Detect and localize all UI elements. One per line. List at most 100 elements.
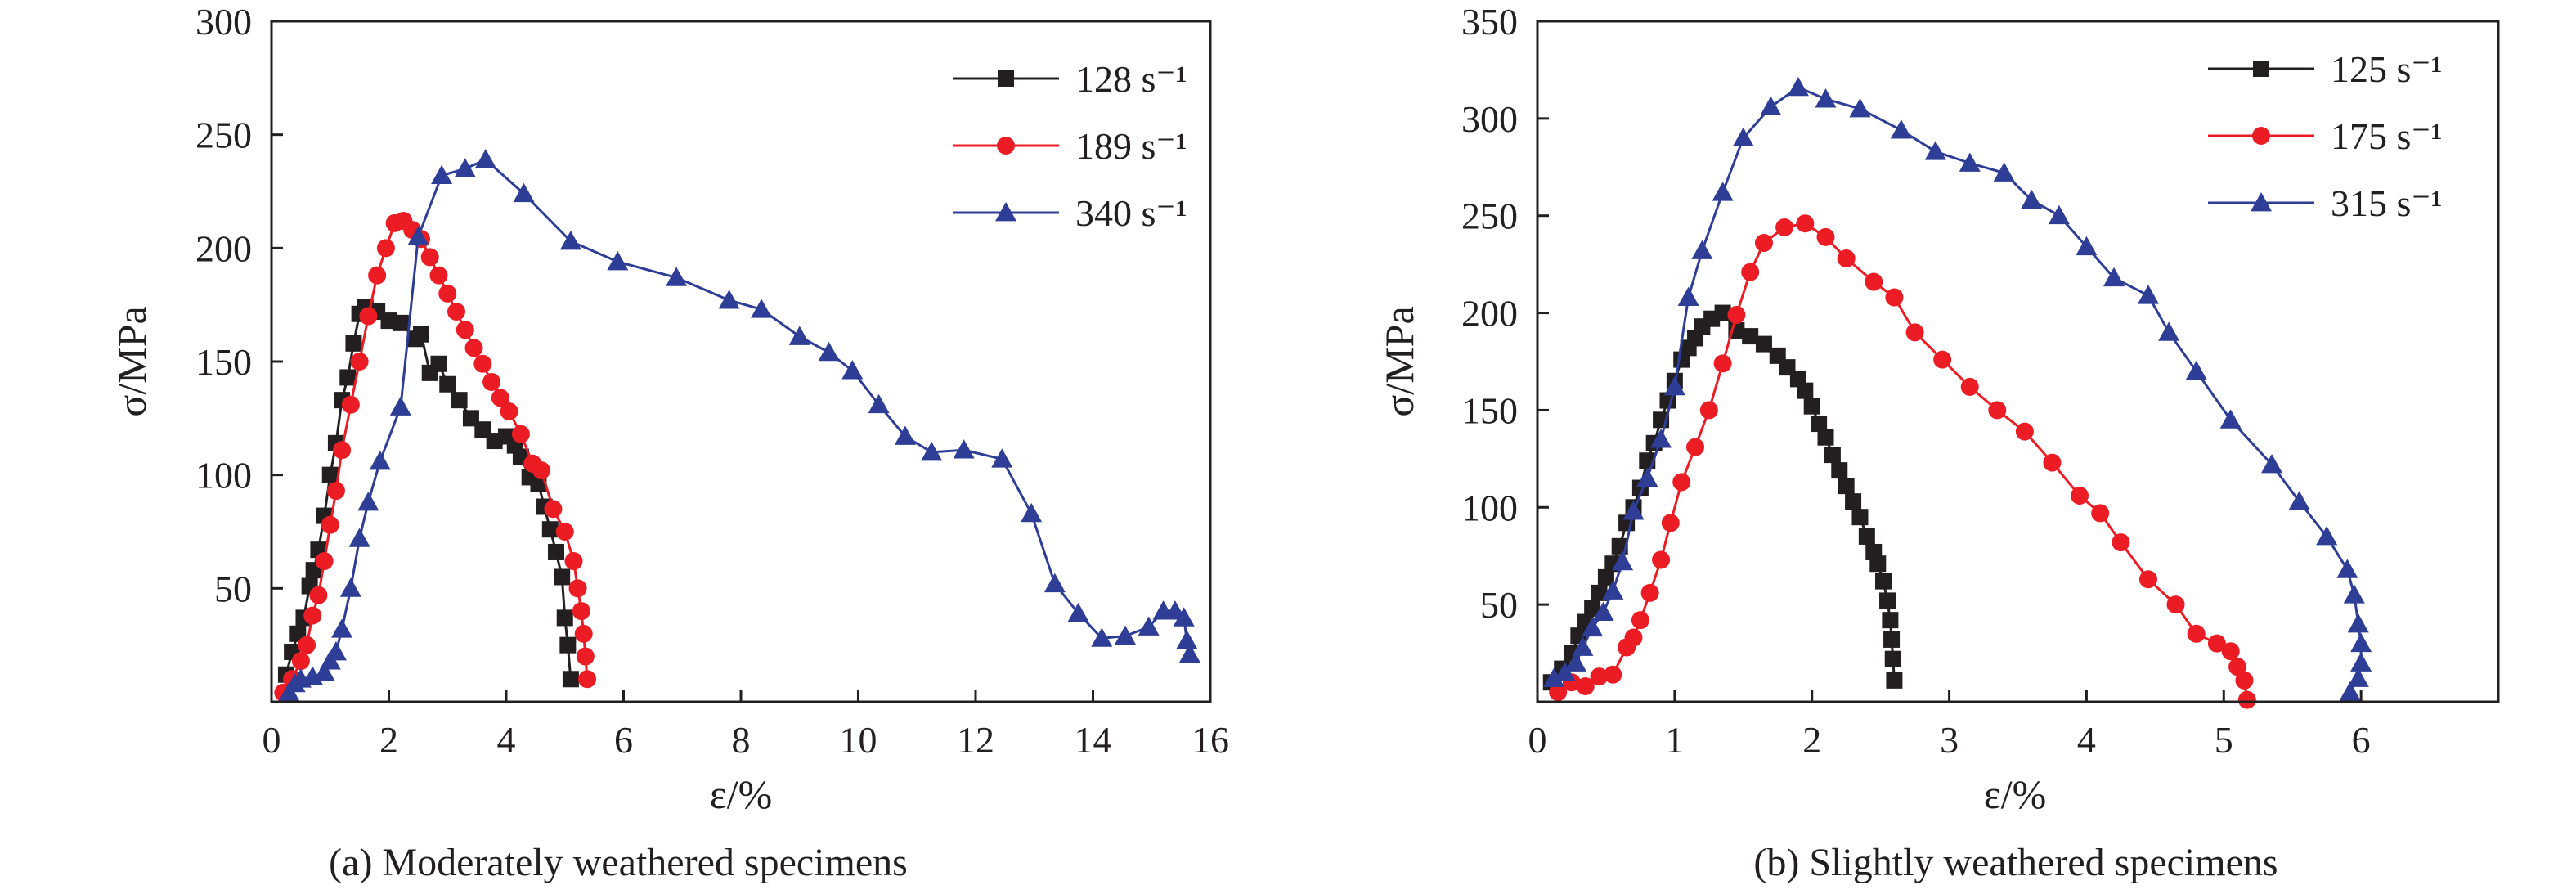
chart-b-series-2-point: [1631, 611, 1649, 630]
chart-b-y-tick-label: 250: [1461, 195, 1518, 237]
chart-b-series-2-point: [1713, 354, 1732, 373]
chart-b-series-3-point: [2261, 453, 2283, 474]
chart-a-series-3-point: [788, 326, 810, 345]
chart-a-series-1-point: [559, 636, 577, 654]
chart-a-series-2-point: [359, 307, 378, 326]
chart-a-series-2-point: [438, 284, 457, 303]
chart-b-series-2-point: [1960, 377, 1979, 396]
chart-b-series-2-point: [1816, 227, 1835, 246]
chart-a-series-3-point: [1091, 627, 1113, 647]
chart-b-series-1-point: [1597, 568, 1614, 586]
chart-a-x-tick-label: 8: [732, 719, 751, 761]
chart-b-series-2-point: [1933, 350, 1952, 369]
chart-a-x-tick-label: 2: [379, 719, 398, 761]
chart-a-caption: (a) Moderately weathered specimens: [329, 841, 908, 884]
chart-a-series-3-point: [348, 528, 370, 547]
chart-b-series-3-point: [1890, 119, 1912, 139]
chart-a-x-tick-label: 0: [263, 719, 281, 761]
chart-b-series-2-point: [2043, 453, 2062, 472]
chart-b-series-3-point: [1612, 550, 1634, 571]
chart-a-series-3-point: [1138, 616, 1160, 636]
chart-a-series-2-point: [500, 402, 518, 421]
chart-b-series-2-point: [1661, 514, 1680, 532]
chart-a-series-2-point: [578, 670, 597, 689]
chart-a-series-2-point: [464, 339, 483, 357]
chart-b-x-tick-label: 3: [1940, 719, 1959, 761]
chart-a-series-3-point: [339, 577, 361, 597]
chart-a-series-2-point: [429, 266, 448, 285]
chart-a-series-3-point: [389, 396, 411, 416]
chart-a-series-3-point: [313, 661, 335, 681]
chart-a-series-1-point: [556, 609, 573, 627]
chart-a-series-3-point: [818, 341, 840, 362]
chart-b-legend-item-1: 125 s⁻¹: [2208, 48, 2442, 90]
chart-b-series-3-point: [1622, 501, 1645, 520]
chart-b-series-1-point: [1817, 429, 1834, 446]
chart-a-series-1: [277, 299, 579, 688]
chart-b-series-2-point: [1988, 401, 2007, 420]
chart-b-series-1-point: [1883, 631, 1901, 648]
chart-b-y-tick-label: 350: [1461, 1, 1518, 43]
chart-b-series-3-point: [1712, 182, 1734, 201]
chart-b-series-3-point: [1691, 240, 1713, 259]
chart-a-series-1-point: [451, 392, 468, 409]
chart-a-series-2-point: [341, 395, 360, 414]
chart-a-series-3-point: [894, 425, 916, 445]
chart-b-series-3-point: [2021, 189, 2043, 209]
chart-b-series-2-point: [1865, 272, 1883, 291]
chart-b-series-2-point: [1905, 323, 1924, 342]
chart-b-series-3-point: [1543, 667, 1565, 687]
chart-a-series-2-point: [376, 239, 395, 258]
chart-b-series-2-point: [1640, 583, 1659, 602]
chart-b-ticks: 0 1 2 3 4 5 6 50 100 150 200 250 300 350: [1461, 1, 2371, 761]
chart-a-y-tick-label: 250: [195, 115, 252, 156]
chart-a-series-2-point: [576, 647, 595, 666]
chart-a-series-3-point: [751, 299, 773, 318]
chart-a-series-3-point: [607, 250, 629, 271]
chart-b-y-axis-label: σ/MPa: [1376, 306, 1422, 416]
chart-b-series-3-point: [1565, 652, 1586, 672]
chart-b-series-1-point: [1797, 382, 1814, 399]
chart-a-plot-frame: [270, 20, 1212, 703]
chart-a-marks: [274, 149, 1200, 702]
chart-a-series-3-point: [1067, 602, 1089, 622]
chart-b-series-3-point: [2347, 667, 2369, 687]
chart-b-series-3-point: [1554, 662, 1576, 681]
chart-b-series-2-point: [2071, 487, 2089, 505]
chart-a-series-3-point: [868, 393, 890, 414]
chart-b-series-1-point: [1591, 584, 1608, 601]
chart-a-series-2-point: [544, 500, 563, 519]
chart-b-series-3-point: [2185, 360, 2207, 380]
chart-b-y-tick-label: 200: [1461, 293, 1518, 335]
chart-b-series-2-point: [1837, 249, 1856, 268]
chart-a-legend-item-1: 128 s⁻¹: [953, 58, 1187, 100]
chart-b-series-2-point: [2112, 533, 2130, 552]
chart-a-series-2-point: [321, 515, 339, 534]
chart-a-y-tick-label: 100: [195, 455, 252, 496]
chart-b-series-2-point: [2187, 624, 2206, 643]
chart-b-x-tick-label: 0: [1528, 719, 1547, 761]
chart-b-series-1-point: [1882, 612, 1899, 629]
chart-a-series-3-point: [1176, 630, 1198, 649]
chart-b-series-2-point: [2207, 634, 2226, 653]
chart-b-series-3-point: [2336, 559, 2358, 578]
chart-b-series-3-point: [1787, 76, 1809, 97]
chart-a-series-3-point: [407, 226, 429, 245]
chart-a-series-3-point: [718, 290, 740, 309]
chart-a-legend-swatch-marker: [997, 137, 1015, 155]
chart-a-series-1-point: [345, 335, 362, 352]
chart-b-series-1-point: [1845, 493, 1862, 510]
chart-a-x-axis-label: ε/%: [710, 771, 773, 817]
chart-b-y-tick-label: 150: [1461, 389, 1518, 431]
chart-a-x-tick-label: 14: [1075, 719, 1112, 761]
chart-a-x-tick-label: 6: [614, 719, 633, 761]
chart-b-y-tick-label: 100: [1461, 487, 1518, 528]
chart-b-series-2-point: [1652, 550, 1671, 569]
chart-b-x-tick-label: 5: [2215, 719, 2233, 761]
chart-a-series-3-point: [666, 267, 688, 286]
chart-a-series-2-point: [447, 302, 466, 321]
chart-a-series-3-point: [331, 618, 353, 638]
chart-b-legend-label: 315 s⁻¹: [2331, 182, 2442, 224]
chart-b-series-1-point: [1851, 509, 1869, 526]
chart-b-series-1-point: [1858, 528, 1875, 545]
